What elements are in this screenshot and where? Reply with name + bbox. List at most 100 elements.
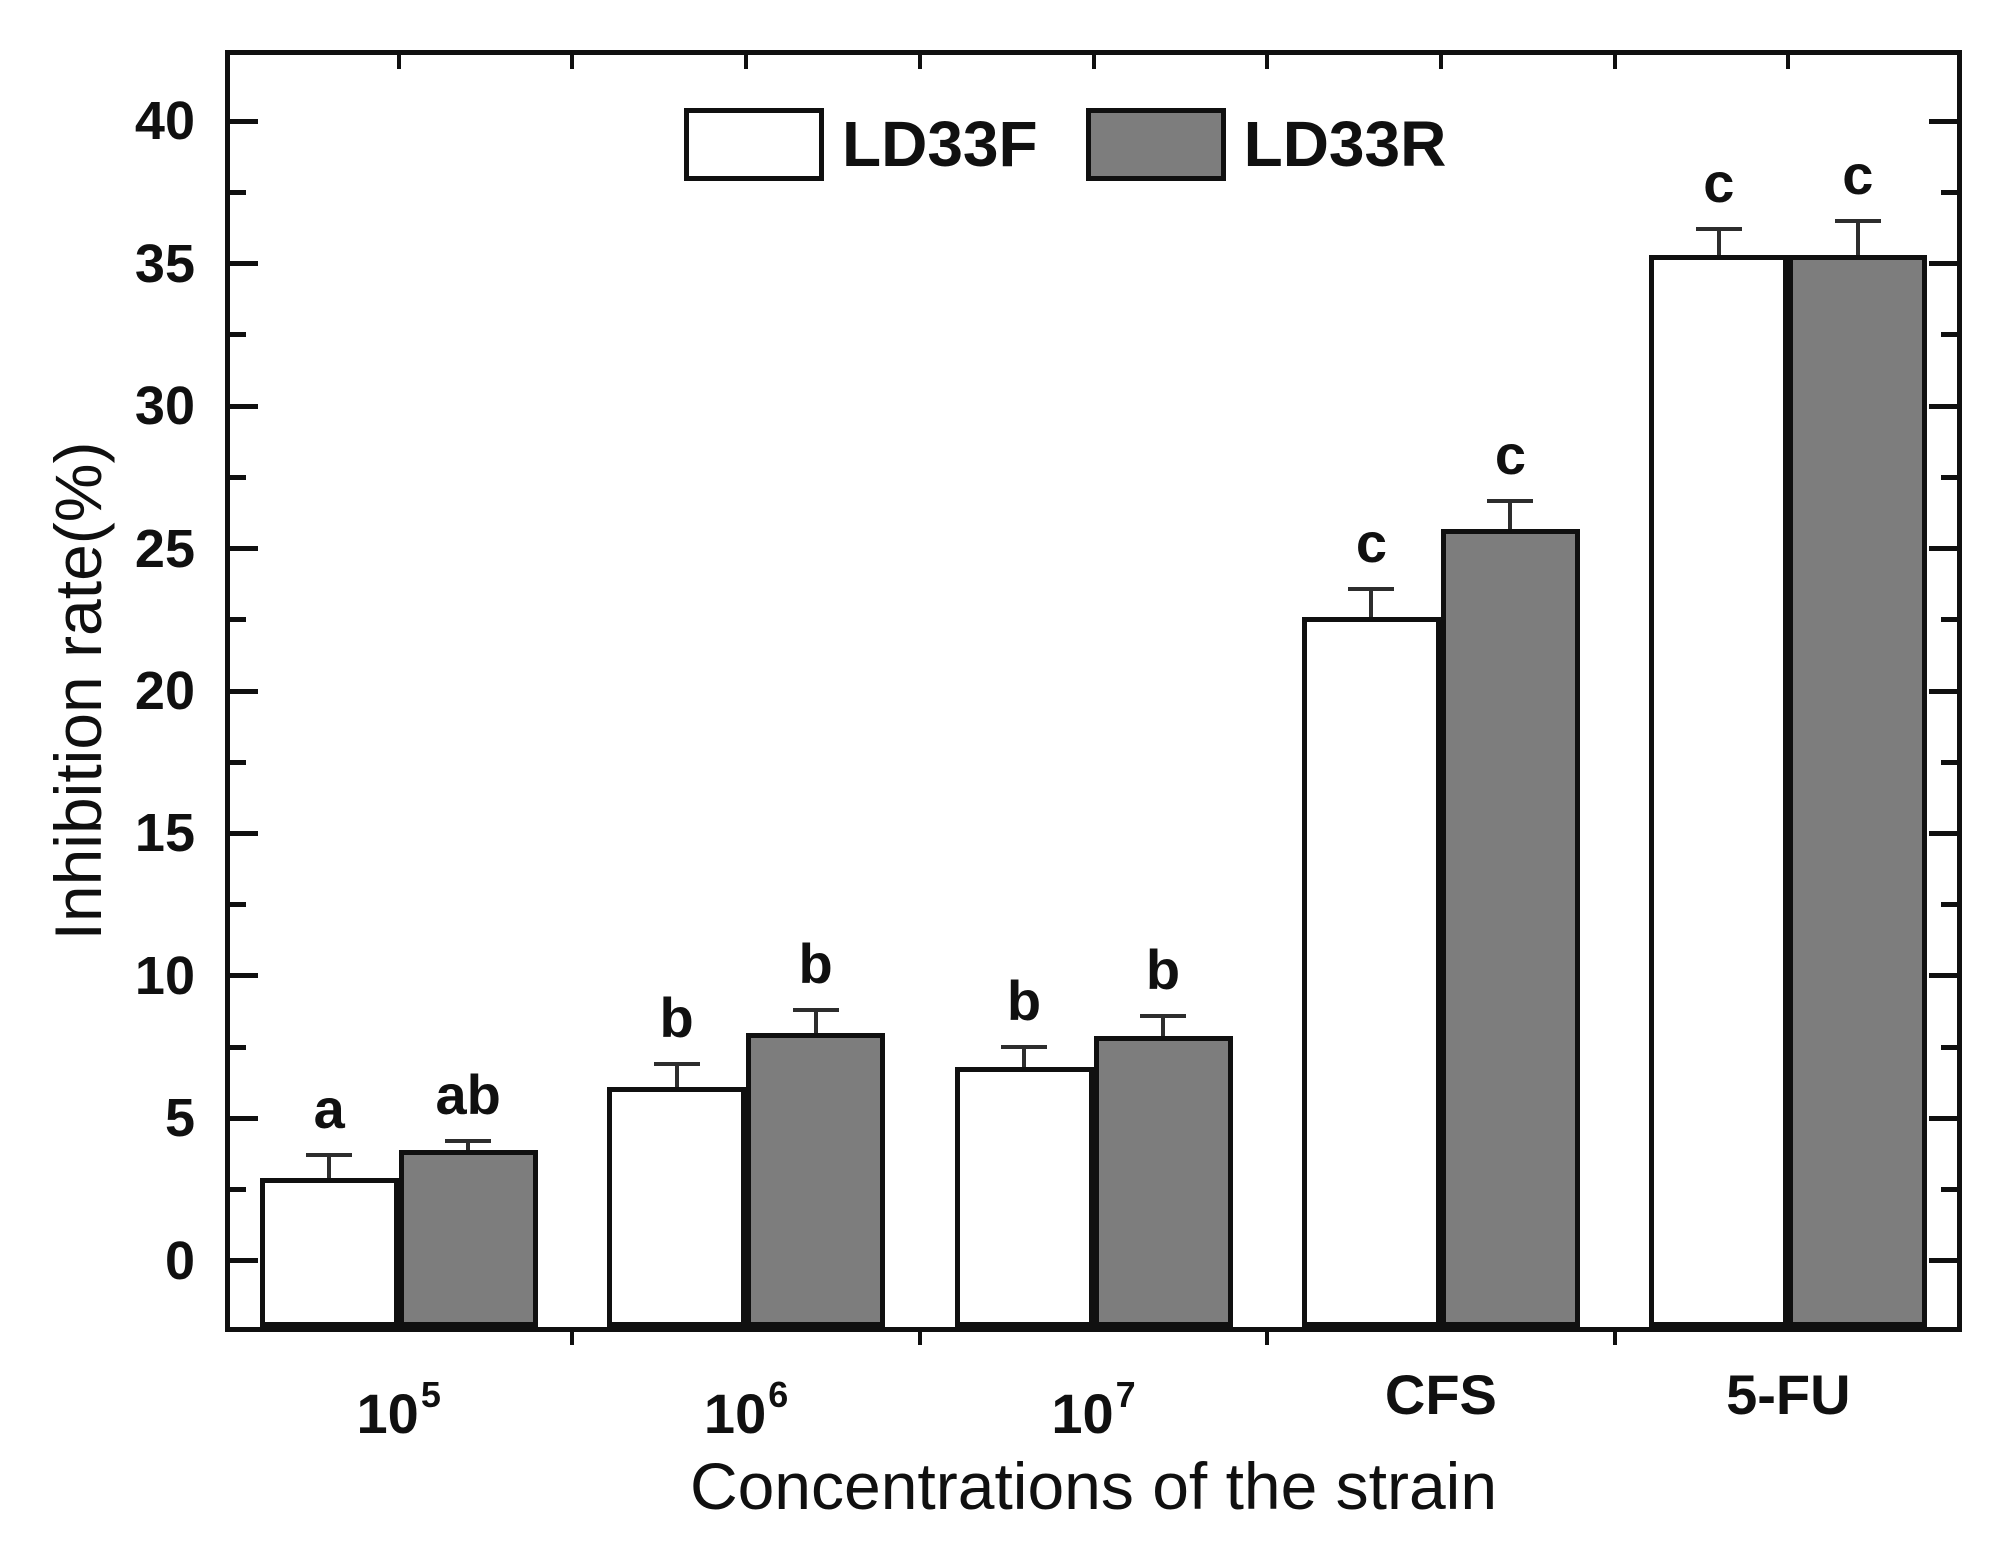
top-axis-tick: [1091, 55, 1096, 69]
bar-ld33r: [1440, 529, 1580, 1327]
error-bar-line: [1369, 589, 1374, 617]
error-bar-line: [466, 1141, 471, 1150]
error-bar-cap: [1140, 1014, 1186, 1018]
top-axis-tick: [917, 55, 922, 69]
y-axis-tick-label: 0: [164, 1230, 195, 1291]
significance-letter: c: [1842, 143, 1874, 206]
y-axis-major-tick-right: [1929, 1115, 1957, 1121]
y-axis-major-tick-right: [1929, 261, 1957, 267]
y-axis-minor-tick: [230, 759, 246, 765]
bar-ld33f: [1649, 255, 1789, 1327]
y-axis-tick-label: 40: [134, 91, 195, 152]
error-bar-cap: [445, 1139, 492, 1143]
y-axis-minor-tick: [230, 189, 246, 195]
bar-ld33f: [954, 1067, 1094, 1327]
y-axis-minor-tick-right: [1941, 332, 1957, 338]
y-axis-tick-label: 25: [134, 518, 195, 579]
y-axis-major-tick-right: [1929, 546, 1957, 552]
bar-ld33r: [1093, 1036, 1233, 1327]
significance-letter: c: [1355, 511, 1387, 574]
top-axis-tick: [1612, 55, 1617, 69]
error-bar-line: [1022, 1047, 1026, 1067]
error-bar-line: [1716, 229, 1721, 255]
bar-ld33f: [1301, 617, 1441, 1327]
legend-item-ld33r: LD33R: [1085, 107, 1447, 181]
y-axis-major-tick-right: [1929, 118, 1957, 124]
legend-label-ld33f: LD33F: [842, 108, 1038, 180]
y-axis-tick-label: 10: [134, 945, 195, 1006]
x-tick-base: 10: [703, 1382, 767, 1445]
x-axis-title: Concentrations of the strain: [689, 1449, 1498, 1523]
x-tick-base: 10: [356, 1382, 419, 1445]
y-axis-tick-label: 35: [134, 233, 195, 294]
top-axis-tick: [396, 55, 401, 69]
legend-swatch-ld33r: [1085, 107, 1226, 181]
x-tick-exponent: 5: [420, 1374, 441, 1415]
top-axis-tick: [1265, 55, 1270, 69]
y-axis-major-tick: [230, 118, 258, 124]
y-axis-major-tick: [230, 688, 258, 694]
x-axis-tick-label: 5-FU: [1638, 1362, 1938, 1428]
error-bar-cap: [1487, 499, 1534, 503]
y-axis-major-tick: [230, 830, 258, 836]
significance-letter: ab: [435, 1063, 501, 1126]
y-axis-minor-tick-right: [1941, 474, 1957, 480]
y-axis-major-tick-right: [1929, 830, 1957, 836]
y-axis-major-tick-right: [1929, 688, 1957, 694]
y-axis-major-tick: [230, 403, 258, 409]
y-axis-minor-tick-right: [1941, 189, 1957, 195]
y-axis-minor-tick-right: [1941, 1044, 1957, 1050]
error-bar-cap: [306, 1153, 353, 1157]
error-bar-cap: [1348, 587, 1395, 591]
x-tick-exponent: 6: [768, 1374, 789, 1415]
y-axis-minor-tick-right: [1941, 1187, 1957, 1193]
y-axis-major-tick-right: [1929, 973, 1957, 979]
y-axis-major-tick-right: [1929, 1258, 1957, 1264]
top-axis-tick: [1786, 55, 1791, 69]
legend-label-ld33r: LD33R: [1243, 108, 1447, 180]
plot-area: LD33F LD33R a ab b b b b c c c c: [225, 50, 1962, 1332]
x-tick-base: 5-FU: [1726, 1363, 1851, 1426]
x-axis-tick-label: 107: [944, 1362, 1244, 1445]
y-axis-tick-label: 20: [134, 661, 195, 721]
top-axis-tick: [1438, 55, 1443, 69]
error-bar-line: [813, 1010, 818, 1033]
x-axis-tick-label: 106: [596, 1362, 896, 1445]
y-axis-major-tick: [230, 1115, 258, 1121]
y-axis-major-tick: [230, 1258, 258, 1264]
top-axis-tick: [570, 55, 575, 69]
error-bar-cap: [1695, 227, 1742, 231]
bar-ld33f: [607, 1087, 747, 1327]
y-axis-minor-tick: [230, 1187, 246, 1193]
x-axis-boundary-tick: [570, 1332, 575, 1345]
legend: LD33F LD33R: [684, 107, 1446, 181]
significance-letter: b: [1006, 969, 1042, 1032]
x-tick-exponent: 7: [1115, 1374, 1136, 1415]
bar-ld33r: [398, 1150, 538, 1327]
significance-letter: b: [659, 986, 694, 1049]
y-axis-tick-label: 15: [134, 803, 195, 864]
error-bar-line: [1855, 221, 1860, 255]
bar-ld33f: [259, 1178, 399, 1327]
y-axis-minor-tick-right: [1941, 759, 1957, 765]
error-bar-cap: [653, 1062, 700, 1066]
significance-letter: a: [313, 1077, 345, 1140]
y-axis-major-tick: [230, 973, 258, 979]
y-axis-major-tick: [230, 546, 258, 552]
significance-letter: c: [1703, 151, 1735, 214]
x-axis-boundary-tick: [917, 1332, 922, 1345]
x-axis-boundary-tick: [1265, 1332, 1270, 1345]
y-axis-minor-tick: [230, 474, 246, 480]
y-axis-minor-tick: [230, 332, 246, 338]
legend-swatch-ld33f: [684, 107, 824, 181]
significance-letter: c: [1494, 423, 1526, 486]
error-bar-cap: [792, 1008, 839, 1012]
significance-letter: b: [1145, 938, 1181, 1001]
y-axis-major-tick-right: [1929, 403, 1957, 409]
y-axis-minor-tick: [230, 617, 246, 623]
y-axis-tick-label: 5: [164, 1088, 195, 1149]
error-bar-line: [1161, 1016, 1165, 1036]
top-axis-tick: [744, 55, 749, 69]
error-bar-line: [674, 1064, 679, 1087]
x-axis-boundary-tick: [1612, 1332, 1617, 1345]
